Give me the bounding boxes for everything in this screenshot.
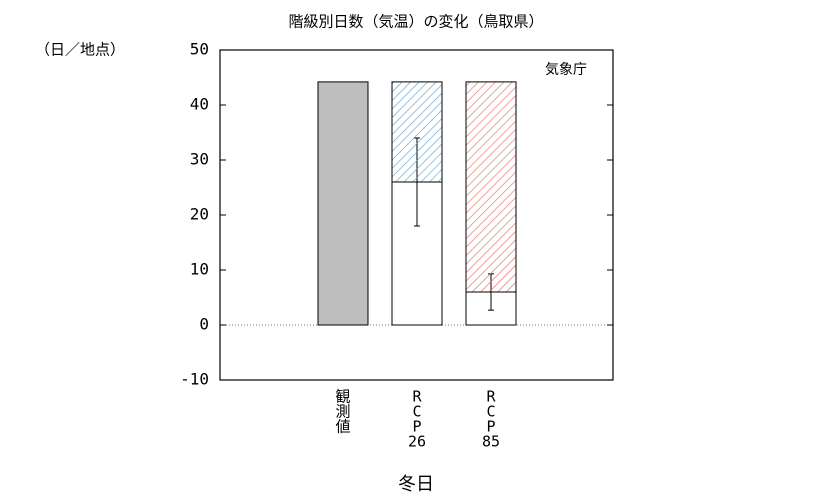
- x-tick-label: 26: [408, 433, 426, 451]
- x-tick-label: 測: [335, 403, 350, 421]
- chart-title: 階級別日数（気温）の変化（鳥取県）: [288, 13, 543, 31]
- y-tick-label: 50: [190, 40, 209, 59]
- bar: [465, 81, 517, 293]
- bar: [391, 81, 443, 183]
- x-tick-label: R: [486, 388, 496, 406]
- x-tick-label: 観: [335, 388, 350, 406]
- y-tick-label: -10: [180, 370, 209, 389]
- x-tick-label: P: [412, 418, 421, 436]
- x-label: 冬日: [398, 474, 434, 495]
- bar: [317, 81, 369, 326]
- y-tick-label: 20: [190, 205, 209, 224]
- x-tick-label: C: [486, 403, 495, 421]
- y-tick-label: 0: [199, 315, 209, 334]
- y-tick-label: 30: [190, 150, 209, 169]
- x-tick-label: P: [486, 418, 495, 436]
- y-unit: （日／地点）: [35, 41, 125, 59]
- x-tick-label: C: [412, 403, 421, 421]
- plot-frame: [219, 49, 614, 381]
- x-tick-label: 85: [482, 433, 500, 451]
- source-label: 気象庁: [545, 62, 587, 78]
- x-tick-label: 値: [335, 418, 350, 436]
- y-tick-label: 40: [190, 95, 209, 114]
- y-tick-label: 10: [190, 260, 209, 279]
- x-tick-label: R: [412, 388, 422, 406]
